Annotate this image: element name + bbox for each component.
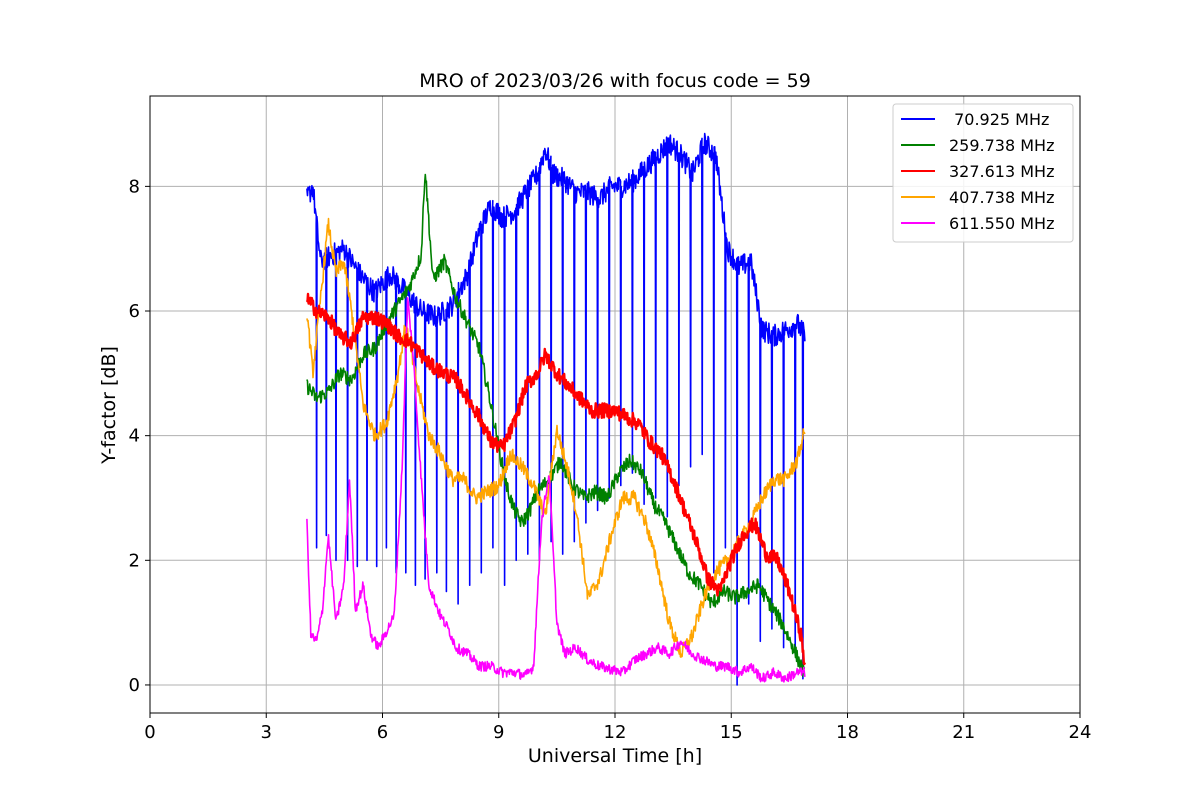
- y-tick-label: 8: [129, 176, 140, 197]
- y-tick-label: 4: [129, 426, 140, 447]
- y-axis-ticks: 0 2 4 6 8: [129, 176, 150, 696]
- y-tick-label: 0: [129, 675, 140, 696]
- legend-entry: 407.738 MHz: [949, 188, 1054, 207]
- x-tick-label: 0: [144, 722, 155, 743]
- legend-box: [892, 103, 1074, 243]
- series-line-4: [306, 297, 806, 683]
- legend-entry: 259.738 MHz: [949, 136, 1054, 155]
- x-tick-label: 6: [377, 722, 388, 743]
- x-tick-label: 9: [493, 722, 504, 743]
- legend-entry: 70.925 MHz: [949, 110, 1049, 129]
- x-axis-ticks: 0 3 6 9 12 15 18 21 24: [144, 713, 1091, 743]
- legend-entry: 611.550 MHz: [949, 214, 1054, 233]
- y-axis-label: Y-factor [dB]: [98, 346, 120, 465]
- series-line-2: [305, 292, 807, 666]
- series-layer: [305, 132, 807, 686]
- x-tick-label: 12: [604, 722, 627, 743]
- legend: 70.925 MHz 259.738 MHz 327.613 MHz 407.738 …: [892, 103, 1074, 243]
- y-tick-label: 2: [129, 550, 140, 571]
- x-tick-label: 3: [261, 722, 272, 743]
- chart-title: MRO of 2023/03/26 with focus code = 59: [419, 70, 811, 92]
- x-tick-label: 15: [720, 722, 743, 743]
- legend-entry: 327.613 MHz: [949, 162, 1054, 181]
- x-tick-label: 21: [952, 722, 975, 743]
- series-line-3: [306, 217, 806, 658]
- x-axis-label: Universal Time [h]: [528, 745, 702, 767]
- y-tick-label: 6: [129, 301, 140, 322]
- x-tick-label: 24: [1069, 722, 1092, 743]
- x-tick-label: 18: [836, 722, 859, 743]
- plot-area: [305, 132, 807, 686]
- series-line-0: [306, 132, 806, 686]
